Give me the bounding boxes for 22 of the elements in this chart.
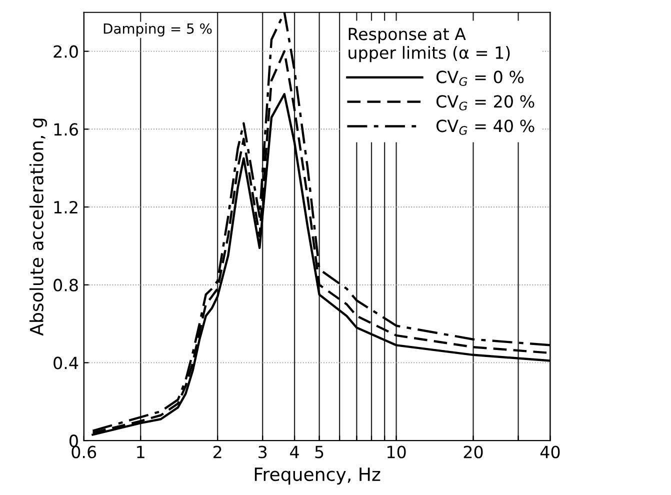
x-tick-label: 3 [258,446,267,458]
y-tick-label: 0.4 [54,356,78,370]
x-tick-label: 40 [540,446,560,458]
y-tick-label: 0 [70,434,78,448]
x-tick-label: 2 [213,446,222,458]
x-tick-label: 0.6 [72,446,96,458]
x-tick-label: 1 [137,446,144,458]
y-tick-label: 1.6 [54,123,78,136]
legend-title: Response at A upper limits (α = 1) [348,28,510,62]
x-tick-label: 4 [290,446,299,458]
x-tick-label: 5 [315,446,324,458]
x-tick-label: 10 [388,446,406,458]
x-axis-title: Frequency, Hz [254,468,380,485]
x-tick-label: 20 [464,446,483,458]
y-tick-label: 2.0 [54,45,78,58]
y-tick-label: 1.2 [54,200,78,214]
legend-label: CV$_{G}$ = 40 % [436,120,534,135]
y-tick-label: 0.8 [54,278,78,292]
legend-label: CV$_{G}$ = 0 % [436,70,524,86]
y-axis-title: Absolute acceleration, g [29,118,47,336]
annotation: Damping = 5 % [104,23,212,37]
legend-label: CV$_{G}$ = 20 % [436,95,534,110]
